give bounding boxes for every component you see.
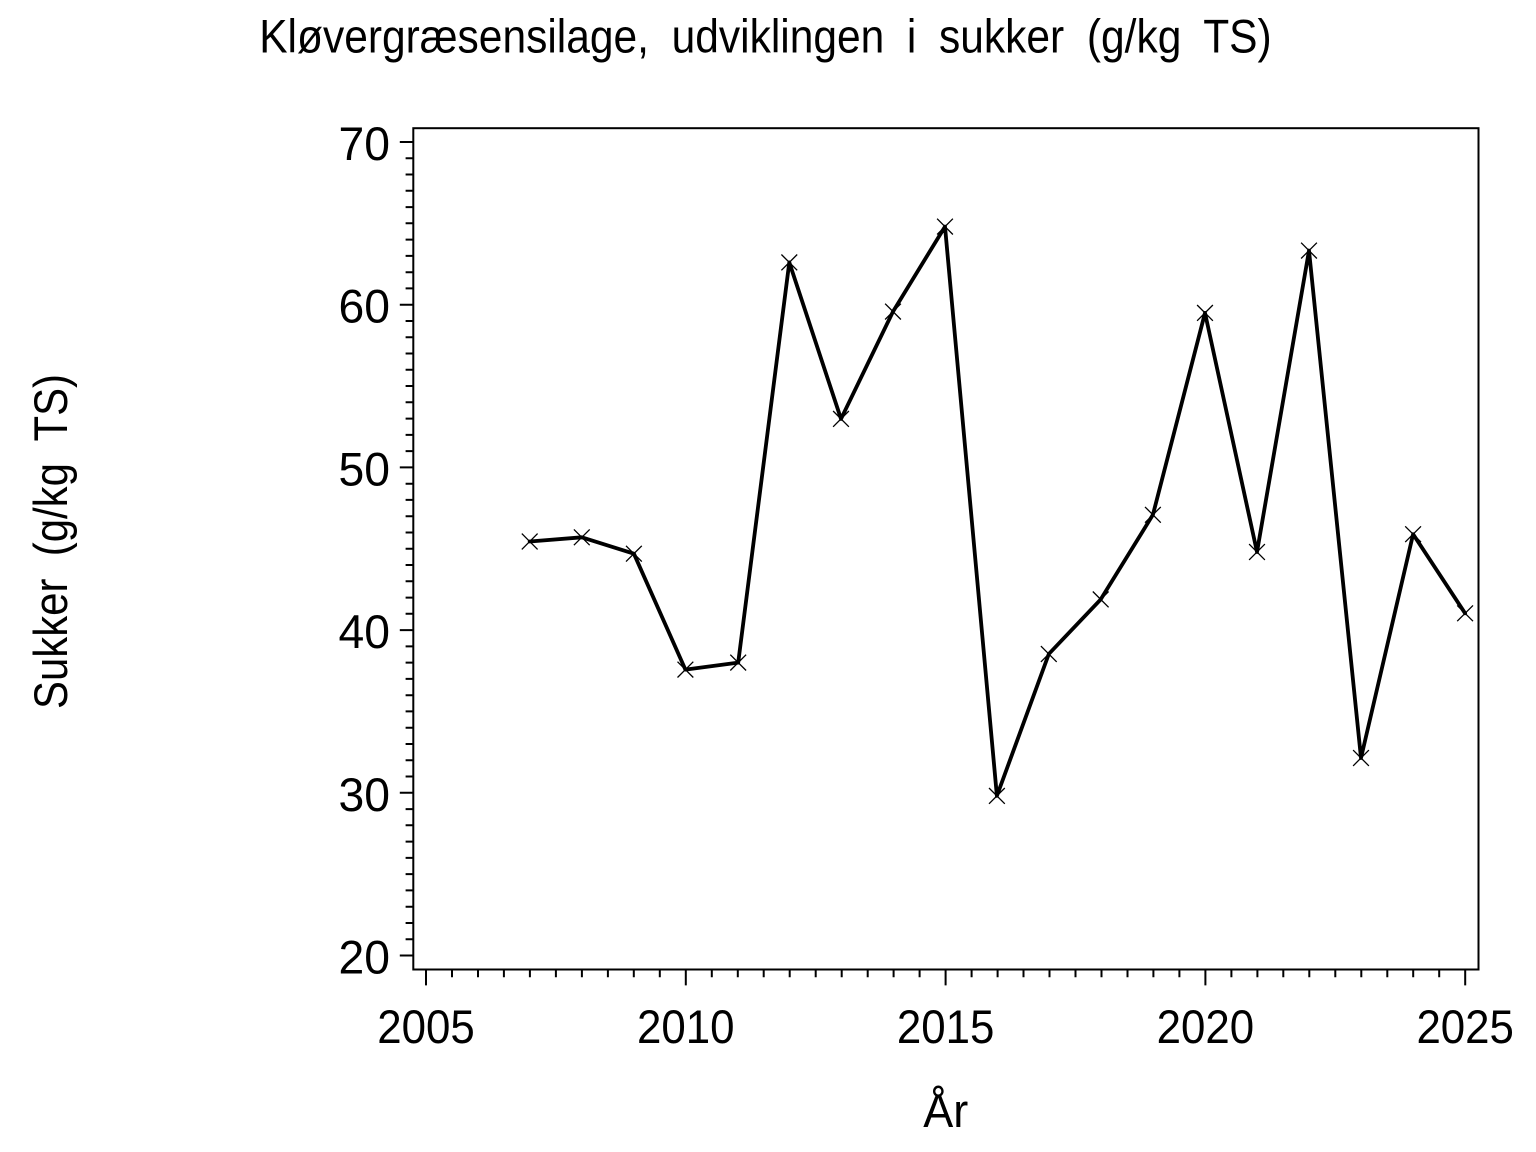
svg-text:60: 60 — [339, 280, 391, 333]
svg-text:30: 30 — [339, 768, 391, 821]
svg-text:20: 20 — [339, 931, 391, 984]
svg-text:2005: 2005 — [377, 1000, 475, 1053]
svg-text:50: 50 — [339, 442, 391, 495]
svg-text:Kløvergræsensilage, udviklinge: Kløvergræsensilage, udviklingen i sukker… — [259, 10, 1271, 63]
svg-text:70: 70 — [339, 117, 391, 170]
svg-text:År: År — [923, 1084, 968, 1137]
svg-text:2010: 2010 — [637, 1000, 735, 1053]
svg-text:2020: 2020 — [1157, 1000, 1255, 1053]
svg-text:40: 40 — [339, 605, 391, 658]
svg-text:2015: 2015 — [897, 1000, 995, 1053]
svg-text:2025: 2025 — [1416, 1000, 1514, 1053]
svg-text:Sukker (g/kg TS): Sukker (g/kg TS) — [24, 374, 77, 709]
